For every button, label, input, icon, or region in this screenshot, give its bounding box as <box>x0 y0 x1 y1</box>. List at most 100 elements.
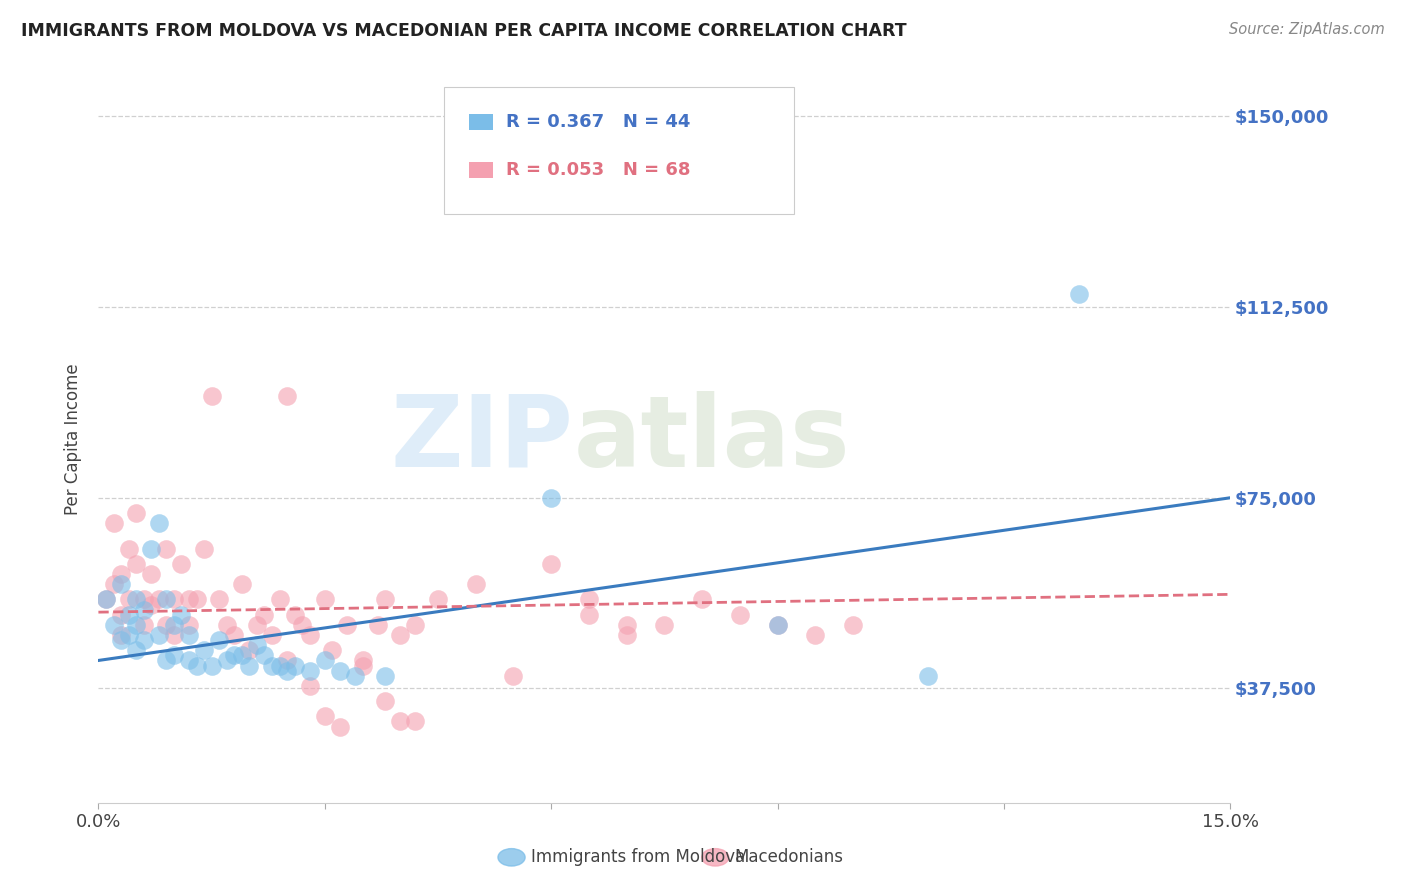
Point <box>94 592 117 607</box>
Point <box>148 516 170 531</box>
Point <box>284 607 307 622</box>
Point <box>132 602 155 616</box>
Point <box>163 648 186 663</box>
Point <box>728 607 751 622</box>
Point <box>193 643 215 657</box>
Point <box>284 658 307 673</box>
Point <box>298 664 321 678</box>
Point <box>917 669 939 683</box>
Point <box>766 618 789 632</box>
Point <box>374 669 396 683</box>
Point <box>404 618 426 632</box>
Text: R = 0.367   N = 44: R = 0.367 N = 44 <box>506 112 690 130</box>
Point <box>132 592 155 607</box>
Point <box>201 389 224 403</box>
Point <box>215 618 238 632</box>
Text: ZIP: ZIP <box>391 391 574 488</box>
Point <box>94 592 117 607</box>
Point <box>125 618 148 632</box>
Point <box>103 577 125 591</box>
FancyBboxPatch shape <box>444 87 794 214</box>
Point <box>110 577 132 591</box>
Point <box>193 541 215 556</box>
Point <box>291 618 314 632</box>
Point <box>343 669 366 683</box>
Point <box>117 592 139 607</box>
Point <box>578 607 600 622</box>
Point <box>125 506 148 520</box>
Point <box>177 618 200 632</box>
Point <box>367 618 389 632</box>
Point <box>260 628 283 642</box>
Point <box>690 592 713 607</box>
Point <box>186 658 208 673</box>
Point <box>842 618 865 632</box>
Point <box>177 653 200 667</box>
Point <box>155 592 177 607</box>
Point <box>201 658 224 673</box>
Point <box>125 643 148 657</box>
Point <box>141 541 163 556</box>
Y-axis label: Per Capita Income: Per Capita Income <box>65 364 83 515</box>
Point <box>616 628 638 642</box>
Point <box>141 567 163 582</box>
Point <box>238 643 260 657</box>
Point <box>177 628 200 642</box>
Point <box>132 618 155 632</box>
Point <box>110 607 132 622</box>
Point <box>215 653 238 667</box>
Text: IMMIGRANTS FROM MOLDOVA VS MACEDONIAN PER CAPITA INCOME CORRELATION CHART: IMMIGRANTS FROM MOLDOVA VS MACEDONIAN PE… <box>21 22 907 40</box>
Point <box>321 643 343 657</box>
Point <box>269 592 291 607</box>
Point <box>464 577 486 591</box>
FancyBboxPatch shape <box>468 162 494 178</box>
Point <box>298 628 321 642</box>
Point <box>155 541 177 556</box>
Point <box>540 491 562 505</box>
Point <box>276 664 298 678</box>
Point <box>110 628 132 642</box>
Point <box>224 628 246 642</box>
Point <box>177 592 200 607</box>
Point <box>163 618 186 632</box>
Point <box>141 598 163 612</box>
Point <box>208 592 231 607</box>
Point <box>389 714 412 729</box>
Point <box>329 720 352 734</box>
Point <box>103 618 125 632</box>
Point <box>578 592 600 607</box>
Text: atlas: atlas <box>574 391 851 488</box>
Point <box>352 653 374 667</box>
Point <box>246 618 269 632</box>
Point <box>110 633 132 648</box>
Point <box>231 648 253 663</box>
Point <box>132 633 155 648</box>
Point <box>110 567 132 582</box>
Point <box>427 592 450 607</box>
Point <box>224 648 246 663</box>
Point <box>103 516 125 531</box>
Point <box>170 557 193 571</box>
Point <box>253 607 276 622</box>
Point <box>125 592 148 607</box>
Point <box>804 628 827 642</box>
Point <box>652 618 676 632</box>
Point <box>238 658 260 673</box>
Point <box>329 664 352 678</box>
Point <box>766 618 789 632</box>
Point <box>404 714 426 729</box>
Point <box>374 694 396 708</box>
Point <box>352 658 374 673</box>
Point <box>117 628 139 642</box>
Text: Source: ZipAtlas.com: Source: ZipAtlas.com <box>1229 22 1385 37</box>
Point <box>502 669 524 683</box>
Point <box>269 658 291 673</box>
Point <box>155 618 177 632</box>
Point <box>374 592 396 607</box>
Point <box>231 577 253 591</box>
Point <box>314 709 336 723</box>
Point <box>148 628 170 642</box>
Point <box>314 592 336 607</box>
Point <box>186 592 208 607</box>
Point <box>298 679 321 693</box>
